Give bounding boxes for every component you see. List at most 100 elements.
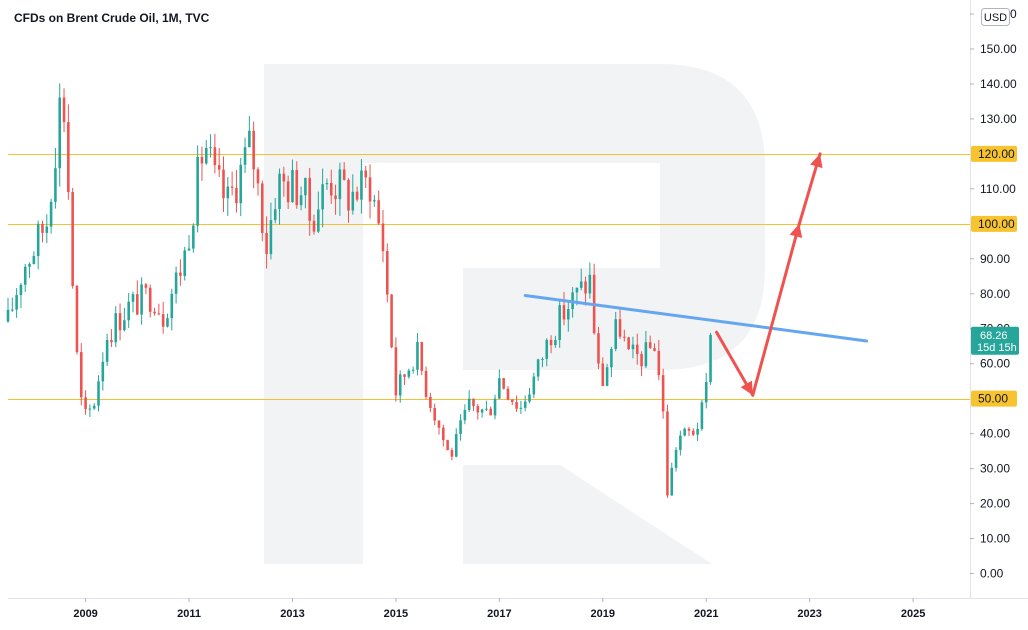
candle-body xyxy=(192,225,195,249)
candle-body xyxy=(562,305,566,320)
bar-countdown-label: 15d 15h xyxy=(977,342,1017,354)
last-price-label: 68.26 xyxy=(980,330,1008,342)
candle-body xyxy=(687,428,691,431)
candle-body xyxy=(506,388,510,400)
candle-body xyxy=(23,266,27,285)
candle-body xyxy=(105,340,109,362)
candle-body xyxy=(696,428,699,435)
candle-body xyxy=(502,378,505,389)
candle-body xyxy=(329,182,333,196)
candle-body xyxy=(709,334,712,382)
forecast-arrow-line[interactable] xyxy=(751,222,801,397)
candle-body xyxy=(304,177,307,196)
candle-body xyxy=(131,294,135,302)
candle-body xyxy=(312,220,316,232)
candle-body xyxy=(670,467,674,496)
candle-body xyxy=(127,301,130,321)
candle-body xyxy=(554,339,557,346)
y-tick-label: 0.00 xyxy=(980,567,1004,581)
candle-body xyxy=(657,350,661,376)
y-tick-label: 130.00 xyxy=(980,112,1017,126)
candle-body xyxy=(260,183,264,233)
candle-body xyxy=(179,272,182,276)
candle-body xyxy=(252,130,255,170)
candle-body xyxy=(411,369,415,371)
candle-body xyxy=(394,347,398,396)
candle-body xyxy=(71,192,74,286)
candle-body xyxy=(342,169,346,180)
candle-body xyxy=(97,381,100,406)
x-tick-label: 2015 xyxy=(384,608,408,620)
currency-button[interactable]: USD xyxy=(981,8,1010,26)
y-tick-label: 10.00 xyxy=(980,532,1010,546)
candle-body xyxy=(204,147,208,164)
candle-body xyxy=(437,420,441,428)
candle-body xyxy=(424,370,428,397)
candle-body xyxy=(385,251,389,295)
level-badge-label: 120.00 xyxy=(978,147,1015,161)
candle-body xyxy=(278,173,281,210)
x-tick-label: 2021 xyxy=(694,608,718,620)
y-tick-label: 140.00 xyxy=(980,77,1017,91)
candle-body xyxy=(368,177,372,202)
y-tick-label: 30.00 xyxy=(980,462,1010,476)
candle-body xyxy=(601,363,605,386)
candle-body xyxy=(631,344,635,350)
candle-body xyxy=(519,407,523,409)
resistance-trendline[interactable] xyxy=(523,294,869,343)
candle-body xyxy=(136,294,139,315)
candle-body xyxy=(558,305,561,340)
candle-body xyxy=(442,427,445,441)
candle-body xyxy=(398,374,402,396)
candle-body xyxy=(674,449,678,468)
candle-body xyxy=(627,337,630,350)
candle-body xyxy=(79,352,83,398)
candle-body xyxy=(429,396,432,409)
candle-body xyxy=(153,311,156,314)
level-badge xyxy=(971,215,1017,232)
candle-body xyxy=(269,220,273,255)
x-tick-label: 2011 xyxy=(177,608,201,620)
candle-body xyxy=(321,184,324,210)
candle-body xyxy=(265,232,268,255)
candle-body xyxy=(614,319,618,349)
price-axis[interactable]: 160.00150.00140.00130.00110.0090.0080.00… xyxy=(970,7,1019,581)
candle-body xyxy=(217,165,221,170)
candle-body xyxy=(196,156,199,226)
x-tick-label: 2023 xyxy=(797,608,821,620)
candles-layer xyxy=(6,83,712,498)
candle-body xyxy=(485,408,488,410)
candle-body xyxy=(605,367,609,386)
level-badge xyxy=(971,145,1017,162)
candle-body xyxy=(666,411,669,496)
candle-body xyxy=(230,186,234,188)
candle-body xyxy=(377,200,380,224)
candle-body xyxy=(45,226,49,233)
chart-title: CFDs on Brent Crude Oil, 1M, TVC xyxy=(14,11,210,25)
candle-body xyxy=(683,428,686,436)
watermark-bar xyxy=(264,64,363,564)
candle-body xyxy=(498,378,501,399)
candle-body xyxy=(183,250,187,276)
watermark-logo xyxy=(264,64,765,564)
candle-body xyxy=(584,281,587,294)
candle-body xyxy=(597,333,600,364)
watermark-leg xyxy=(463,465,712,564)
candle-body xyxy=(510,399,514,403)
candle-body xyxy=(166,318,169,327)
candle-body xyxy=(420,341,424,371)
candle-body xyxy=(140,284,143,315)
y-tick-label: 40.00 xyxy=(980,427,1010,441)
candle-body xyxy=(15,295,18,310)
candle-body xyxy=(390,294,393,348)
y-tick-label: 80.00 xyxy=(980,287,1010,301)
candle-body xyxy=(549,339,553,346)
time-axis[interactable]: 2009 2011 2013 2015 2017 2019 2021 2023 2025 xyxy=(73,598,925,620)
candle-body xyxy=(338,169,342,200)
candle-body xyxy=(364,170,368,178)
level-badge-label: 100.00 xyxy=(978,217,1015,231)
candle-body xyxy=(49,201,53,227)
currency-label: USD xyxy=(984,12,1007,24)
drawings-layer xyxy=(523,152,869,397)
